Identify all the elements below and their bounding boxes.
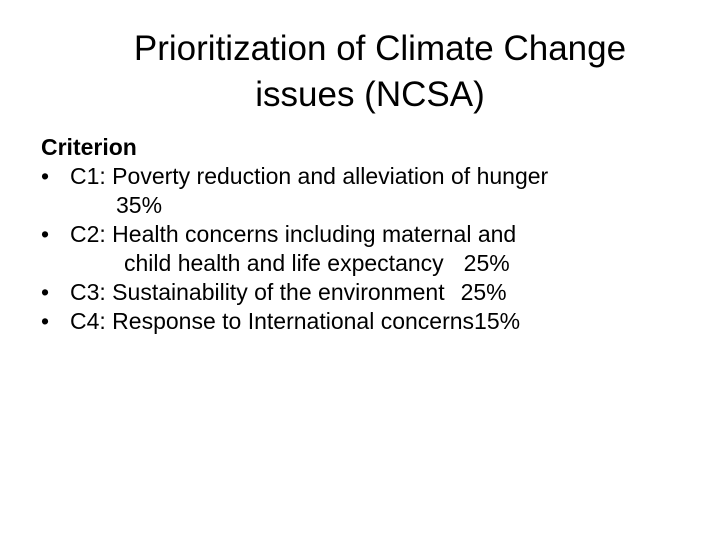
criterion-item-c4: • C4: Response to International concerns…	[41, 307, 711, 336]
title-line-2: issues (NCSA)	[255, 75, 485, 114]
criterion-text: C3: Sustainability of the environment	[70, 279, 445, 305]
criterion-text-cont: child health and life expectancy	[124, 250, 444, 276]
criterion-item-c3: • C3: Sustainability of the environment 2…	[41, 278, 711, 307]
criterion-weight: 15%	[474, 308, 521, 334]
slide-body: Criterion • C1: Poverty reduction and al…	[41, 133, 711, 336]
criterion-item-c1: • C1: Poverty reduction and alleviation …	[41, 162, 711, 220]
slide-title: Prioritization of Climate Change issues …	[0, 26, 720, 118]
criterion-weight: 25%	[460, 279, 507, 305]
criterion-continuation: child health and life expectancy 25%	[70, 249, 711, 278]
criterion-weight: 25%	[463, 250, 510, 276]
criterion-text: C4: Response to International concerns	[70, 308, 475, 334]
bullet-icon: •	[41, 308, 50, 334]
criterion-heading: Criterion	[41, 134, 137, 160]
bullet-icon: •	[41, 279, 50, 305]
bullet-icon: •	[41, 221, 50, 247]
criterion-weight: 35%	[116, 192, 163, 218]
bullet-icon: •	[41, 163, 50, 189]
criteria-list: • C1: Poverty reduction and alleviation …	[41, 162, 711, 336]
criterion-text: C1: Poverty reduction and alleviation of…	[70, 163, 549, 189]
criterion-text: C2: Health concerns including maternal a…	[70, 221, 517, 247]
criterion-item-c2: • C2: Health concerns including maternal…	[41, 220, 711, 278]
title-line-1: Prioritization of Climate Change	[133, 29, 627, 68]
